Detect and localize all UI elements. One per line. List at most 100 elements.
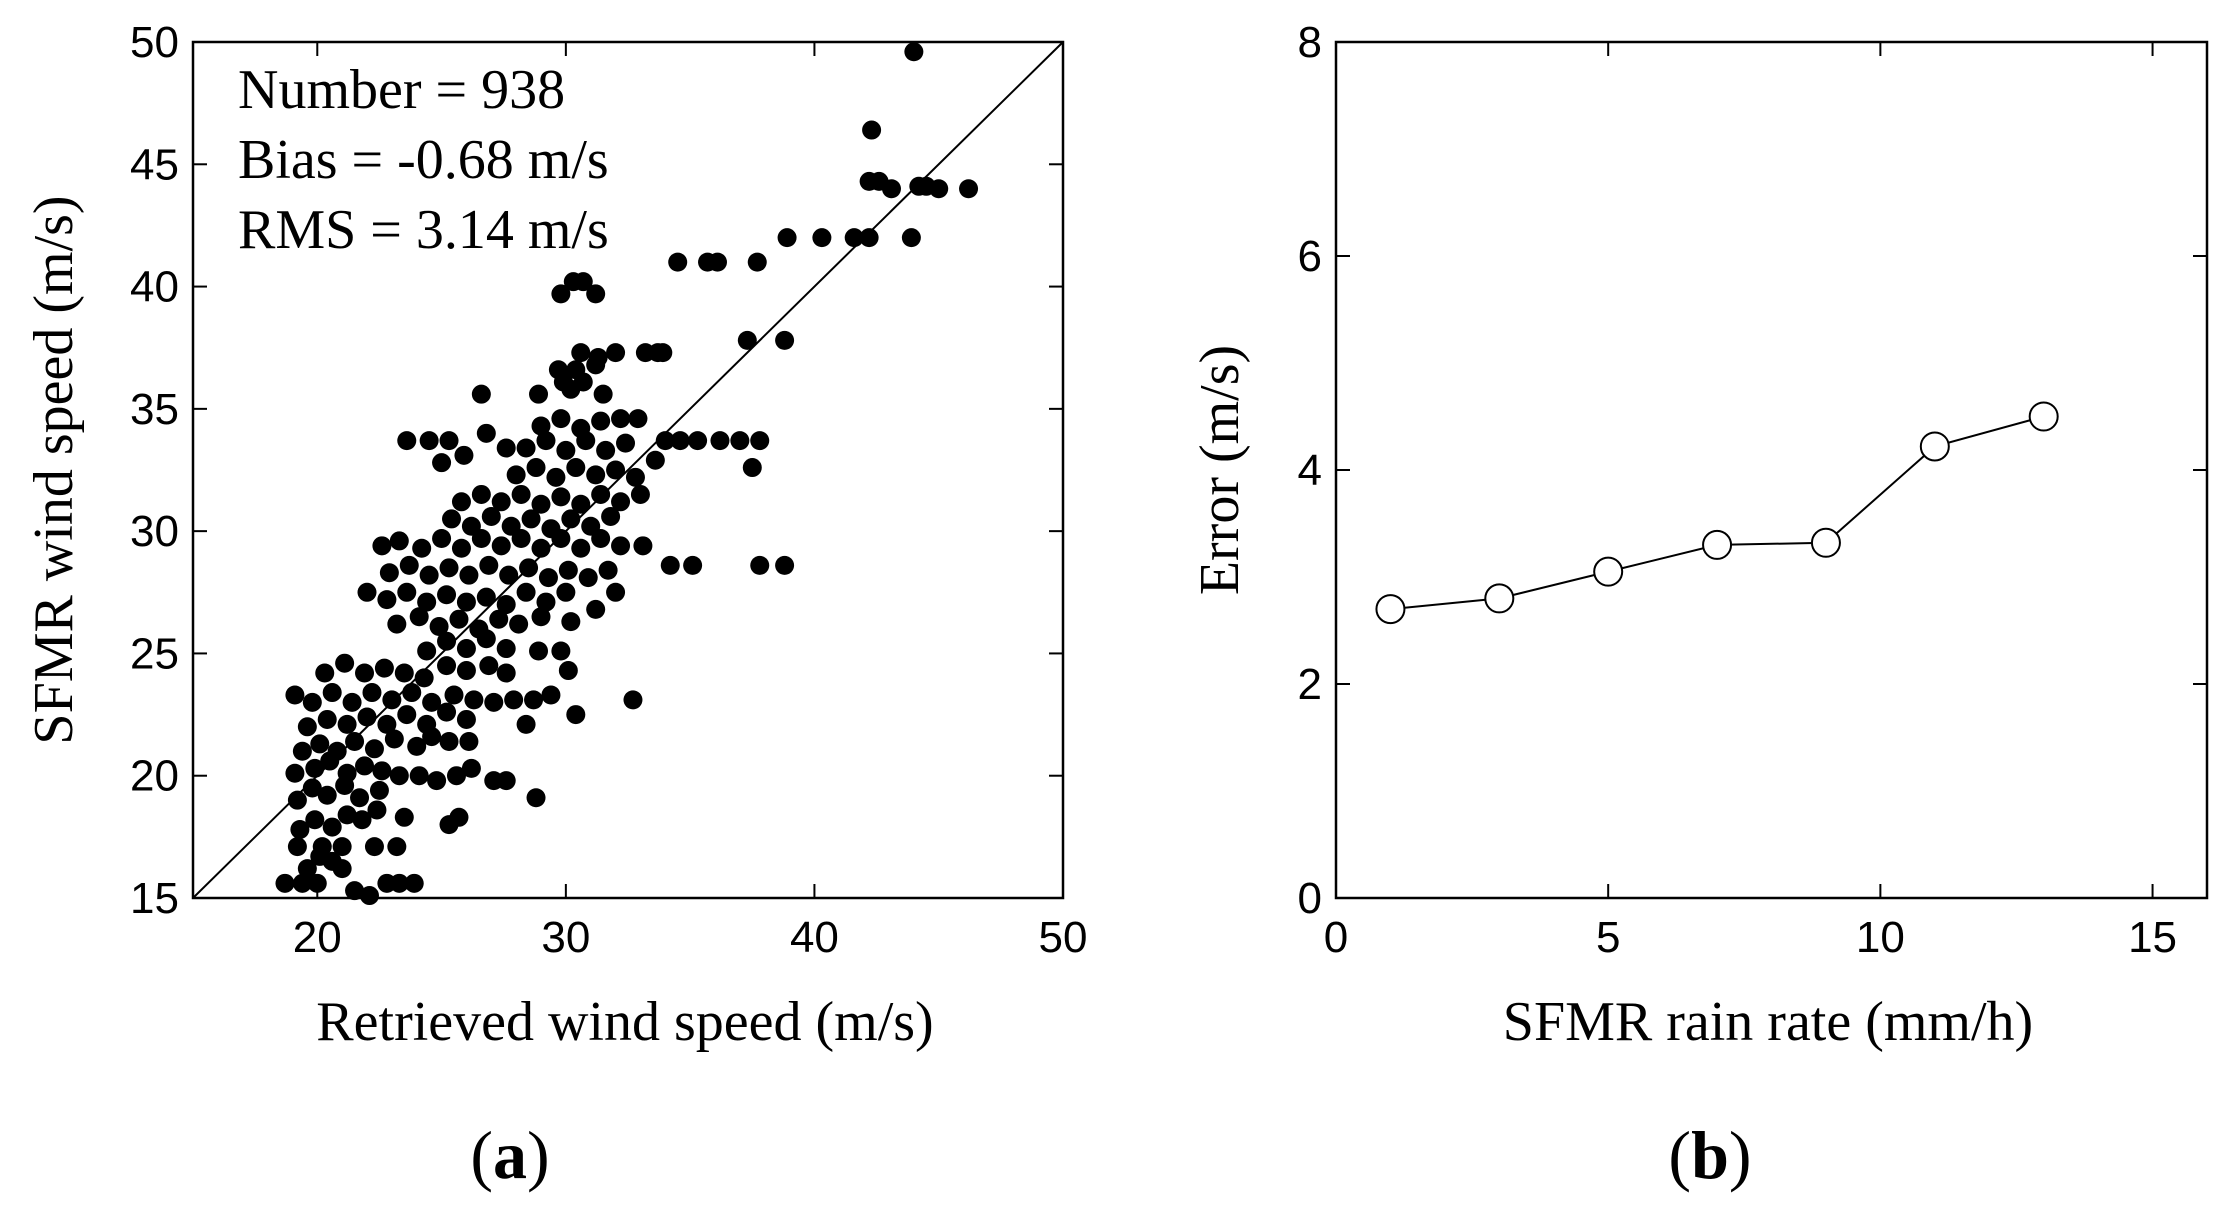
scatter-point (655, 431, 675, 451)
scatter-point (335, 653, 355, 673)
scatter-point (285, 685, 305, 705)
scatter-point (342, 692, 362, 712)
scatter-point (611, 492, 631, 512)
x-axis-label-b: SFMR rain rate (mm/h) (1503, 991, 2033, 1053)
error-point-marker (2028, 401, 2059, 432)
y-tick-label: 20 (130, 752, 179, 801)
x-tick-label: 40 (790, 913, 839, 962)
scatter-point (573, 272, 593, 292)
scatter-point (551, 284, 571, 304)
scatter-point (409, 607, 429, 627)
y-axis-label-a: SFMR wind speed (m/s) (23, 195, 85, 744)
scatter-point (730, 431, 750, 451)
error-point-marker (1593, 556, 1624, 587)
scatter-point (707, 252, 727, 272)
scatter-point (496, 663, 516, 683)
scatter-point (496, 438, 516, 458)
scatter-point (357, 707, 377, 727)
scatter-point (578, 568, 598, 588)
scatter-point (511, 484, 531, 504)
scatter-point (337, 714, 357, 734)
panel-label-a: (a) (470, 1117, 549, 1193)
scatter-point (292, 873, 312, 893)
y-axis-label-b: Error (m/s) (1189, 345, 1251, 595)
scatter-point (586, 599, 606, 619)
scatter-point (479, 555, 499, 575)
scatter-point (437, 585, 457, 605)
x-tick-label: 20 (293, 913, 342, 962)
scatter-point (586, 465, 606, 485)
error-series-markers (1375, 401, 2059, 625)
scatter-point (412, 538, 432, 558)
y-tick-label: 25 (130, 629, 179, 678)
annotation-rms: RMS = 3.14 m/s (238, 199, 609, 261)
scatter-point (297, 859, 317, 879)
scatter-point (459, 731, 479, 751)
x-tick-label: 10 (1856, 913, 1905, 962)
x-axis-label-a: Retrieved wind speed (m/s) (316, 991, 933, 1053)
scatter-point (372, 536, 392, 556)
scatter-point (444, 685, 464, 705)
scatter-point (350, 788, 370, 808)
scatter-point (625, 467, 645, 487)
scatter-point (573, 372, 593, 392)
scatter-point (588, 347, 608, 367)
scatter-point (688, 431, 708, 451)
scatter-point (623, 690, 643, 710)
scatter-point (611, 536, 631, 556)
scatter-point (596, 440, 616, 460)
scatter-point (904, 42, 924, 62)
scatter-point (571, 343, 591, 363)
y-tick-label: 35 (130, 385, 179, 434)
scatter-point (561, 509, 581, 529)
scatter-point (404, 873, 424, 893)
scatter-point (529, 384, 549, 404)
plot-frame-b (1334, 40, 2209, 900)
scatter-points (275, 42, 979, 906)
scatter-point (345, 731, 365, 751)
scatter-point (302, 778, 322, 798)
scatter-point (367, 800, 387, 820)
scatter-point (616, 433, 636, 453)
scatter-point (777, 228, 797, 248)
scatter-point (449, 609, 469, 629)
scatter-point (516, 714, 536, 734)
scatter-point (598, 560, 618, 580)
scatter-point (397, 705, 417, 725)
scatter-point (456, 709, 476, 729)
scatter-point (317, 709, 337, 729)
scatter-point (419, 565, 439, 585)
scatter-point (551, 487, 571, 507)
scatter-point (327, 741, 347, 761)
scatter-point (499, 565, 519, 585)
scatter-point (561, 612, 581, 632)
scatter-point (558, 560, 578, 580)
scatter-point (437, 631, 457, 651)
scatter-point (491, 536, 511, 556)
scatter-point (566, 458, 586, 478)
y-tick-label: 0 (1298, 874, 1322, 923)
error-point-marker (1484, 583, 1515, 614)
scatter-point (481, 506, 501, 526)
scatter-point (439, 558, 459, 578)
scatter-point (551, 409, 571, 429)
scatter-point (345, 881, 365, 901)
scatter-point (531, 416, 551, 436)
scatter-point (307, 873, 327, 893)
scatter-point (439, 731, 459, 751)
scatter-point (506, 465, 526, 485)
scatter-point (606, 343, 626, 363)
scatter-point (369, 780, 389, 800)
scatter-point (628, 409, 648, 429)
y-axis-ticks-b: 0 2 4 6 8 (1298, 18, 2207, 923)
scatter-point (660, 555, 680, 575)
scatter-point (454, 445, 474, 465)
scatter-point (742, 458, 762, 478)
scatter-point (471, 384, 491, 404)
scatter-point (633, 536, 653, 556)
scatter-point (489, 609, 509, 629)
scatter-point (611, 409, 631, 429)
scatter-point (427, 771, 447, 791)
scatter-point (439, 431, 459, 451)
